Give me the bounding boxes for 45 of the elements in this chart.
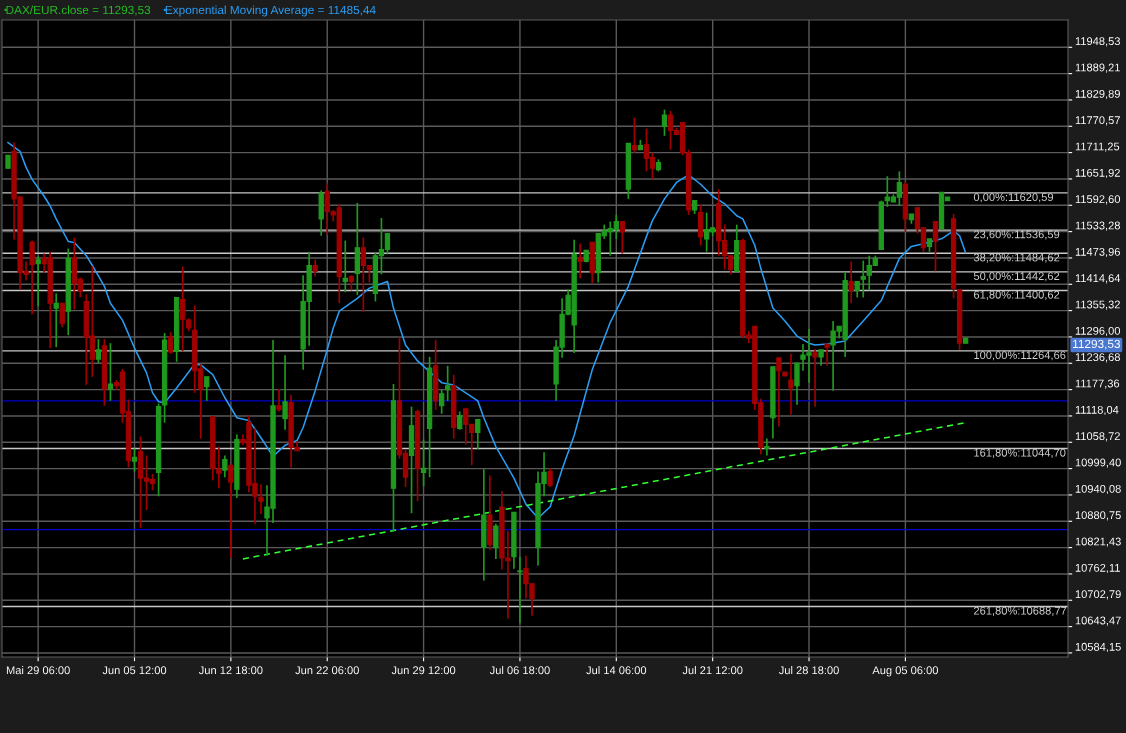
y-tick-label: 10762,11 [1075, 563, 1120, 574]
ref-line-label: 50,00%:11442,62 [973, 272, 1060, 282]
ref-line-label: 100,00%:11264,66 [974, 351, 1066, 361]
x-tick-label: Jun 12 18:00 [198, 666, 263, 675]
x-tick-label: Jul 06 18:00 [489, 666, 550, 675]
y-tick-label: 10999,40 [1075, 458, 1121, 468]
x-tick-label: Jun 05 12:00 [102, 666, 167, 675]
x-tick-label: Jun 22 06:00 [295, 666, 359, 675]
y-tick-label: 10702,79 [1075, 590, 1121, 600]
x-tick-label: Jul 21 12:00 [682, 666, 743, 675]
y-tick-label: 11118,04 [1075, 405, 1119, 416]
ref-line-label: 161,80%:11044,70 [974, 448, 1066, 458]
text: 11293,53 [1073, 339, 1121, 350]
y-tick-label: 10584,15 [1075, 642, 1121, 653]
y-tick-label: 11948,53 [1075, 37, 1120, 47]
x-tick-label: Jul 14 06:00 [586, 666, 647, 675]
y-tick-label: 11058,72 [1075, 432, 1120, 442]
y-tick-label: 11473,96 [1075, 247, 1120, 258]
y-tick-label: 11651,92 [1075, 168, 1120, 179]
legend-label: Exponential Moving Average = 11485,44 [165, 5, 376, 17]
y-tick-label: 10643,47 [1075, 616, 1121, 626]
y-tick-label: 11177,36 [1075, 379, 1120, 389]
x-tick-label: Jun 29 12:00 [391, 666, 456, 675]
y-tick-label: 11770,57 [1075, 116, 1120, 126]
y-tick-label: 11592,60 [1075, 195, 1121, 205]
text: DAX/EUR.close = 11293,53 [6, 5, 151, 16]
ref-line-label: 38,20%:11484,62 [973, 253, 1060, 263]
y-tick-label: 10940,08 [1075, 484, 1121, 495]
x-tick-label: Mai 29 06:00 [6, 666, 70, 675]
x-tick-label: Jul 28 18:00 [778, 666, 839, 675]
y-tick-label: 11829,89 [1075, 89, 1120, 100]
y-tick-label: 11711,25 [1075, 142, 1120, 152]
y-tick-label: 11889,21 [1075, 63, 1120, 73]
x-tick-label: Aug 05 06:00 [872, 666, 939, 677]
y-tick-label: 11236,68 [1075, 353, 1120, 363]
y-tick-label: 11414,64 [1075, 274, 1121, 284]
ref-line-label: 23,60%:11536,59 [974, 230, 1060, 240]
y-tick-label: 11296,00 [1075, 326, 1121, 337]
ref-line-label: 0,00%:11620,59 [973, 193, 1054, 203]
y-tick-label: 10880,75 [1075, 511, 1121, 521]
y-tick-label: 10821,43 [1075, 537, 1121, 547]
ref-line-label: 261,80%:10688,77 [974, 606, 1067, 616]
y-tick-label: 11355,32 [1075, 300, 1120, 310]
ref-line-label: 61,80%:11400,62 [974, 290, 1060, 300]
y-tick-label: 11533,28 [1075, 221, 1120, 231]
